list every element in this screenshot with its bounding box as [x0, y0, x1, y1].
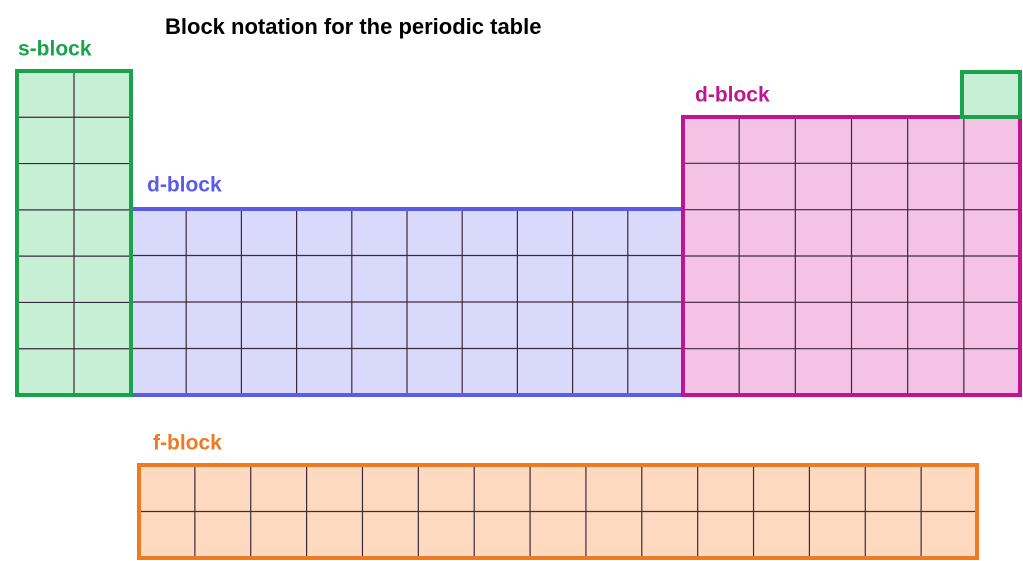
f-block-border	[137, 463, 979, 560]
helium-cell-border	[960, 70, 1022, 119]
grids	[15, 69, 1022, 560]
s-block-border	[15, 69, 133, 397]
d-block-label: d-block	[147, 174, 222, 197]
s-block-label: s-block	[18, 38, 92, 61]
title: Block notation for the periodic table	[165, 14, 541, 39]
p-block-border	[681, 115, 1022, 397]
helium-cell-fill	[962, 72, 1020, 117]
p-block-label: d-block	[695, 84, 770, 107]
f-block-label: f-block	[153, 432, 222, 455]
